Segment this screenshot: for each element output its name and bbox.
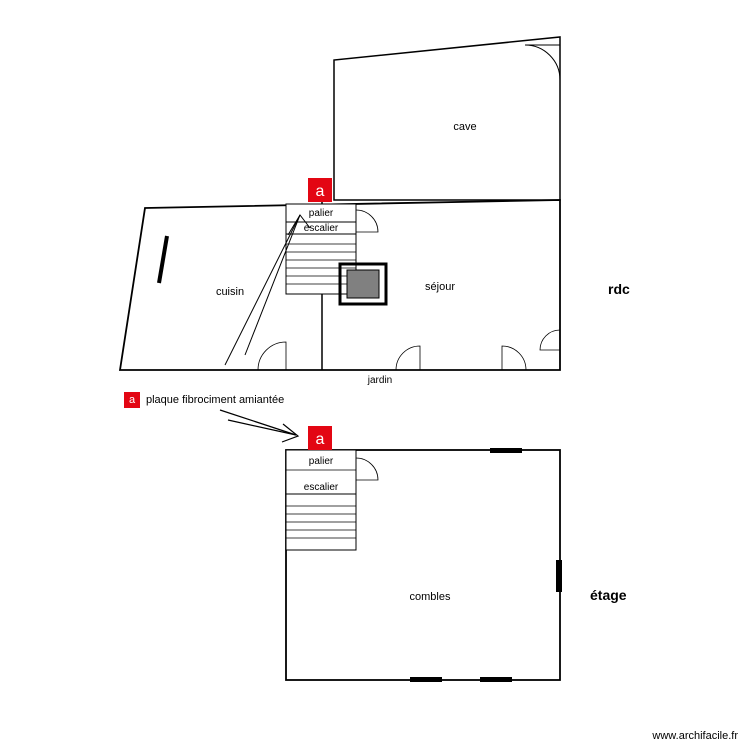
svg-text:a: a [316,183,325,200]
floorplan-canvas: cave palier escalier cuisin séjour [0,0,750,750]
label-combles: combles [410,591,451,603]
label-cuisine: cuisin [216,286,244,298]
fireplace [340,264,386,304]
floor-etage: palier escalier combles étage a [220,410,627,682]
legend-text: plaque fibrociment amiantée [146,394,284,406]
door-arc [356,210,378,232]
door-arc [396,346,420,370]
label-escalier-rdc: escalier [304,223,339,234]
label-escalier-etage: escalier [304,482,339,493]
legend-arrow [220,410,298,442]
door-arc [258,342,286,370]
label-cave: cave [453,121,476,133]
marker-a-etage: a [308,426,332,450]
legend: a plaque fibrociment amiantée [124,392,284,408]
svg-text:a: a [316,431,325,448]
label-jardin: jardin [367,375,392,386]
label-rdc: rdc [608,281,630,297]
label-etage: étage [590,587,627,603]
label-sejour: séjour [425,281,455,293]
door-arc [502,346,526,370]
label-palier-rdc: palier [309,208,334,219]
door-arc [540,330,560,350]
footer-link[interactable]: www.archifacile.fr [652,730,738,742]
door-arc [356,458,378,480]
window-mark [556,560,562,592]
door-arc [525,45,560,80]
window-mark [410,677,442,682]
window-mark [490,448,522,453]
floor-rdc: palier escalier cuisin séjour jardin rdc [120,178,630,386]
legend-marker-icon: a [124,392,140,408]
label-palier-etage: palier [309,456,334,467]
marker-a-rdc: a [308,178,332,202]
room-cave: cave [334,37,560,200]
window-mark [480,677,512,682]
